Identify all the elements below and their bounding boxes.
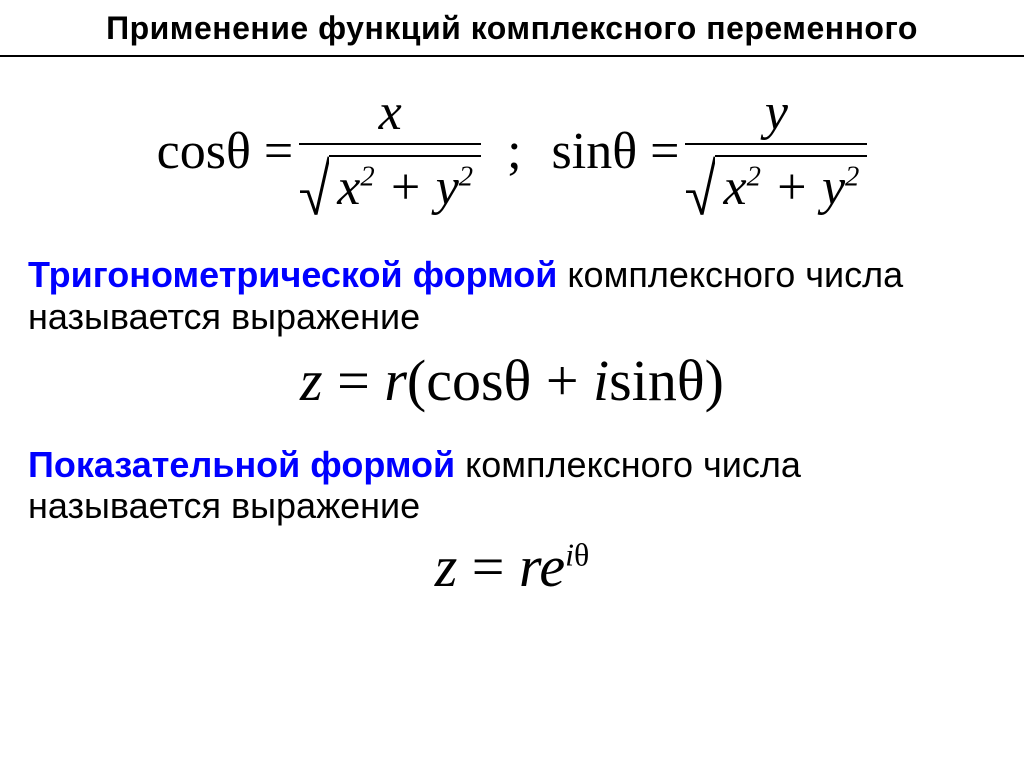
equation-trig-definitions: cosθ = x x2 + y2 ; sinθ =	[0, 87, 1024, 216]
sin-label: sinθ =	[552, 122, 680, 181]
paragraph-trig-form: Тригонометрической формой комплексного ч…	[0, 254, 1024, 337]
cos-denominator: x2 + y2	[299, 145, 481, 216]
sin-denominator: x2 + y2	[685, 145, 867, 216]
sin-fraction: y x2 + y2	[685, 87, 867, 216]
equation-exp-form: z = reiθ	[0, 533, 1024, 600]
cos-label: cosθ =	[157, 122, 294, 181]
sqrt-wrap: x2 + y2	[685, 149, 867, 216]
slide-title: Применение функций комплексного переменн…	[0, 0, 1024, 57]
sqrt-sign-icon	[685, 155, 715, 216]
cos-fraction: x x2 + y2	[299, 87, 481, 216]
equation-trig-form: z = r(cosθ + isinθ)	[0, 347, 1024, 414]
term-trig-form: Тригонометрической формой	[28, 254, 557, 295]
sin-radicand: x2 + y2	[715, 155, 867, 216]
term-exp-form: Показательной формой	[28, 444, 455, 485]
sqrt-wrap: x2 + y2	[299, 149, 481, 216]
sqrt-sign-icon	[299, 155, 329, 216]
paragraph-exp-form: Показательной формой комплексного числа …	[0, 444, 1024, 527]
cos-radicand: x2 + y2	[329, 155, 481, 216]
equation-sin: sinθ = y x2 + y2	[552, 87, 868, 216]
slide: { "title": "Применение функций комплексн…	[0, 0, 1024, 767]
equation-separator: ;	[507, 122, 521, 181]
equation-cos: cosθ = x x2 + y2	[157, 87, 481, 216]
sin-numerator: y	[757, 87, 796, 143]
cos-numerator: x	[371, 87, 410, 143]
